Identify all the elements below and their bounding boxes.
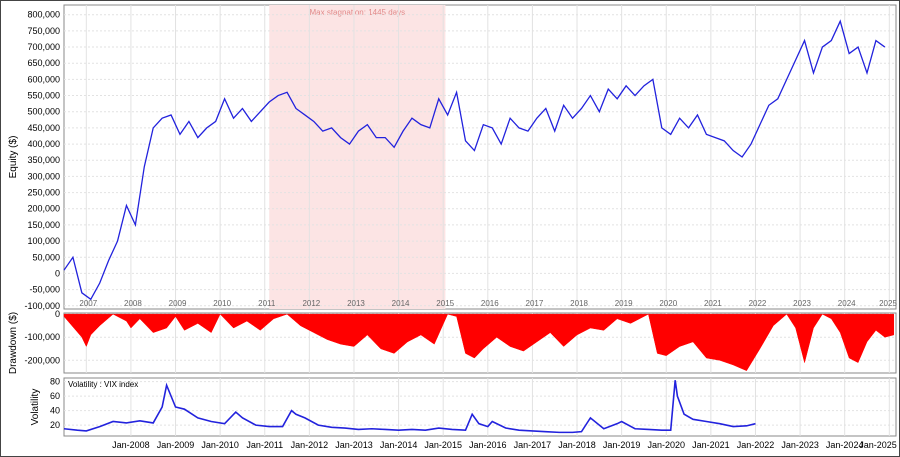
year-label: 2014 — [392, 299, 410, 308]
year-label: 2011 — [258, 299, 276, 308]
date-tick-label: Jan-2009 — [157, 440, 195, 450]
year-label: 2015 — [436, 299, 454, 308]
equity-axis-label: Equity ($) — [8, 136, 19, 179]
equity-tick-label: 0 — [55, 268, 60, 278]
year-label: 2021 — [704, 299, 722, 308]
date-tick-label: Jan-2021 — [692, 440, 730, 450]
vix-line — [63, 380, 756, 434]
date-tick-label: Jan-2013 — [335, 440, 373, 450]
equity-tick-label: -100,000 — [24, 301, 60, 311]
year-label: 2023 — [793, 299, 811, 308]
drawdown-tick-label: 0 — [55, 309, 60, 319]
year-label: 2010 — [213, 299, 231, 308]
equity-tick-label: 600,000 — [27, 74, 60, 84]
equity-tick-label: 800,000 — [27, 10, 60, 20]
drawdown-tick-label: -200,000 — [24, 355, 60, 365]
stagnation-band — [269, 5, 446, 309]
year-label: 2009 — [169, 299, 187, 308]
drawdown-axis-label: Drawdown ($) — [8, 312, 19, 374]
year-label: 2025 — [879, 299, 897, 308]
volatility-plot-area — [63, 377, 897, 437]
year-label: 2022 — [749, 299, 767, 308]
date-tick-label: Jan-2016 — [469, 440, 507, 450]
year-label: 2013 — [347, 299, 365, 308]
year-label: 2018 — [570, 299, 588, 308]
year-label: 2020 — [659, 299, 677, 308]
volatility-tick-label: 40 — [50, 406, 60, 416]
drawdown-tick-label: -100,000 — [24, 332, 60, 342]
equity-tick-label: 150,000 — [27, 220, 60, 230]
equity-tick-label: 250,000 — [27, 188, 60, 198]
year-label: 2016 — [481, 299, 499, 308]
year-label: 2019 — [615, 299, 633, 308]
date-tick-label: Jan-2011 — [246, 440, 283, 450]
equity-tick-label: 100,000 — [27, 236, 60, 246]
date-tick-label: Jan-2023 — [781, 440, 819, 450]
date-tick-label: Jan-2018 — [558, 440, 596, 450]
equity-tick-label: 200,000 — [27, 204, 60, 214]
equity-tick-label: 650,000 — [27, 58, 60, 68]
date-tick-label: Jan-2014 — [380, 440, 418, 450]
year-label: 2012 — [302, 299, 320, 308]
equity-plot-area — [63, 4, 897, 310]
drawdown-area — [63, 313, 895, 372]
date-tick-label: Jan-2010 — [201, 440, 239, 450]
equity-tick-label: 450,000 — [27, 123, 60, 133]
year-label: 2007 — [79, 299, 97, 308]
year-label: 2017 — [526, 299, 544, 308]
date-tick-label: Jan-2012 — [291, 440, 329, 450]
volatility-tick-label: 60 — [50, 391, 60, 401]
equity-tick-label: 300,000 — [27, 171, 60, 181]
equity-tick-label: 750,000 — [27, 26, 60, 36]
date-tick-label: Jan-2020 — [647, 440, 685, 450]
date-tick-label: Jan-2017 — [514, 440, 552, 450]
volatility-tick-label: 20 — [50, 420, 60, 430]
date-tick-label: Jan-2019 — [603, 440, 641, 450]
equity-tick-label: 400,000 — [27, 139, 60, 149]
stagnation-label: Max stagnation: 1445 days — [310, 8, 406, 17]
volatility-tick-label: 80 — [50, 377, 60, 387]
date-tick-label: Jan-2025 — [859, 440, 897, 450]
volatility-axis-label: Volatility — [30, 389, 41, 426]
year-label: 2024 — [838, 299, 856, 308]
equity-tick-label: -50,000 — [29, 285, 60, 295]
equity-line — [63, 19, 886, 301]
equity-tick-label: 350,000 — [27, 155, 60, 165]
date-tick-label: Jan-2008 — [112, 440, 150, 450]
date-tick-label: Jan-2024 — [826, 440, 864, 450]
equity-tick-label: 550,000 — [27, 91, 60, 101]
date-tick-label: Jan-2015 — [424, 440, 462, 450]
equity-tick-label: 50,000 — [32, 252, 60, 262]
year-label: 2008 — [124, 299, 142, 308]
date-tick-label: Jan-2022 — [737, 440, 775, 450]
equity-tick-label: 700,000 — [27, 42, 60, 52]
equity-tick-label: 500,000 — [27, 107, 60, 117]
volatility-legend: Volatility : VIX index — [68, 380, 138, 389]
